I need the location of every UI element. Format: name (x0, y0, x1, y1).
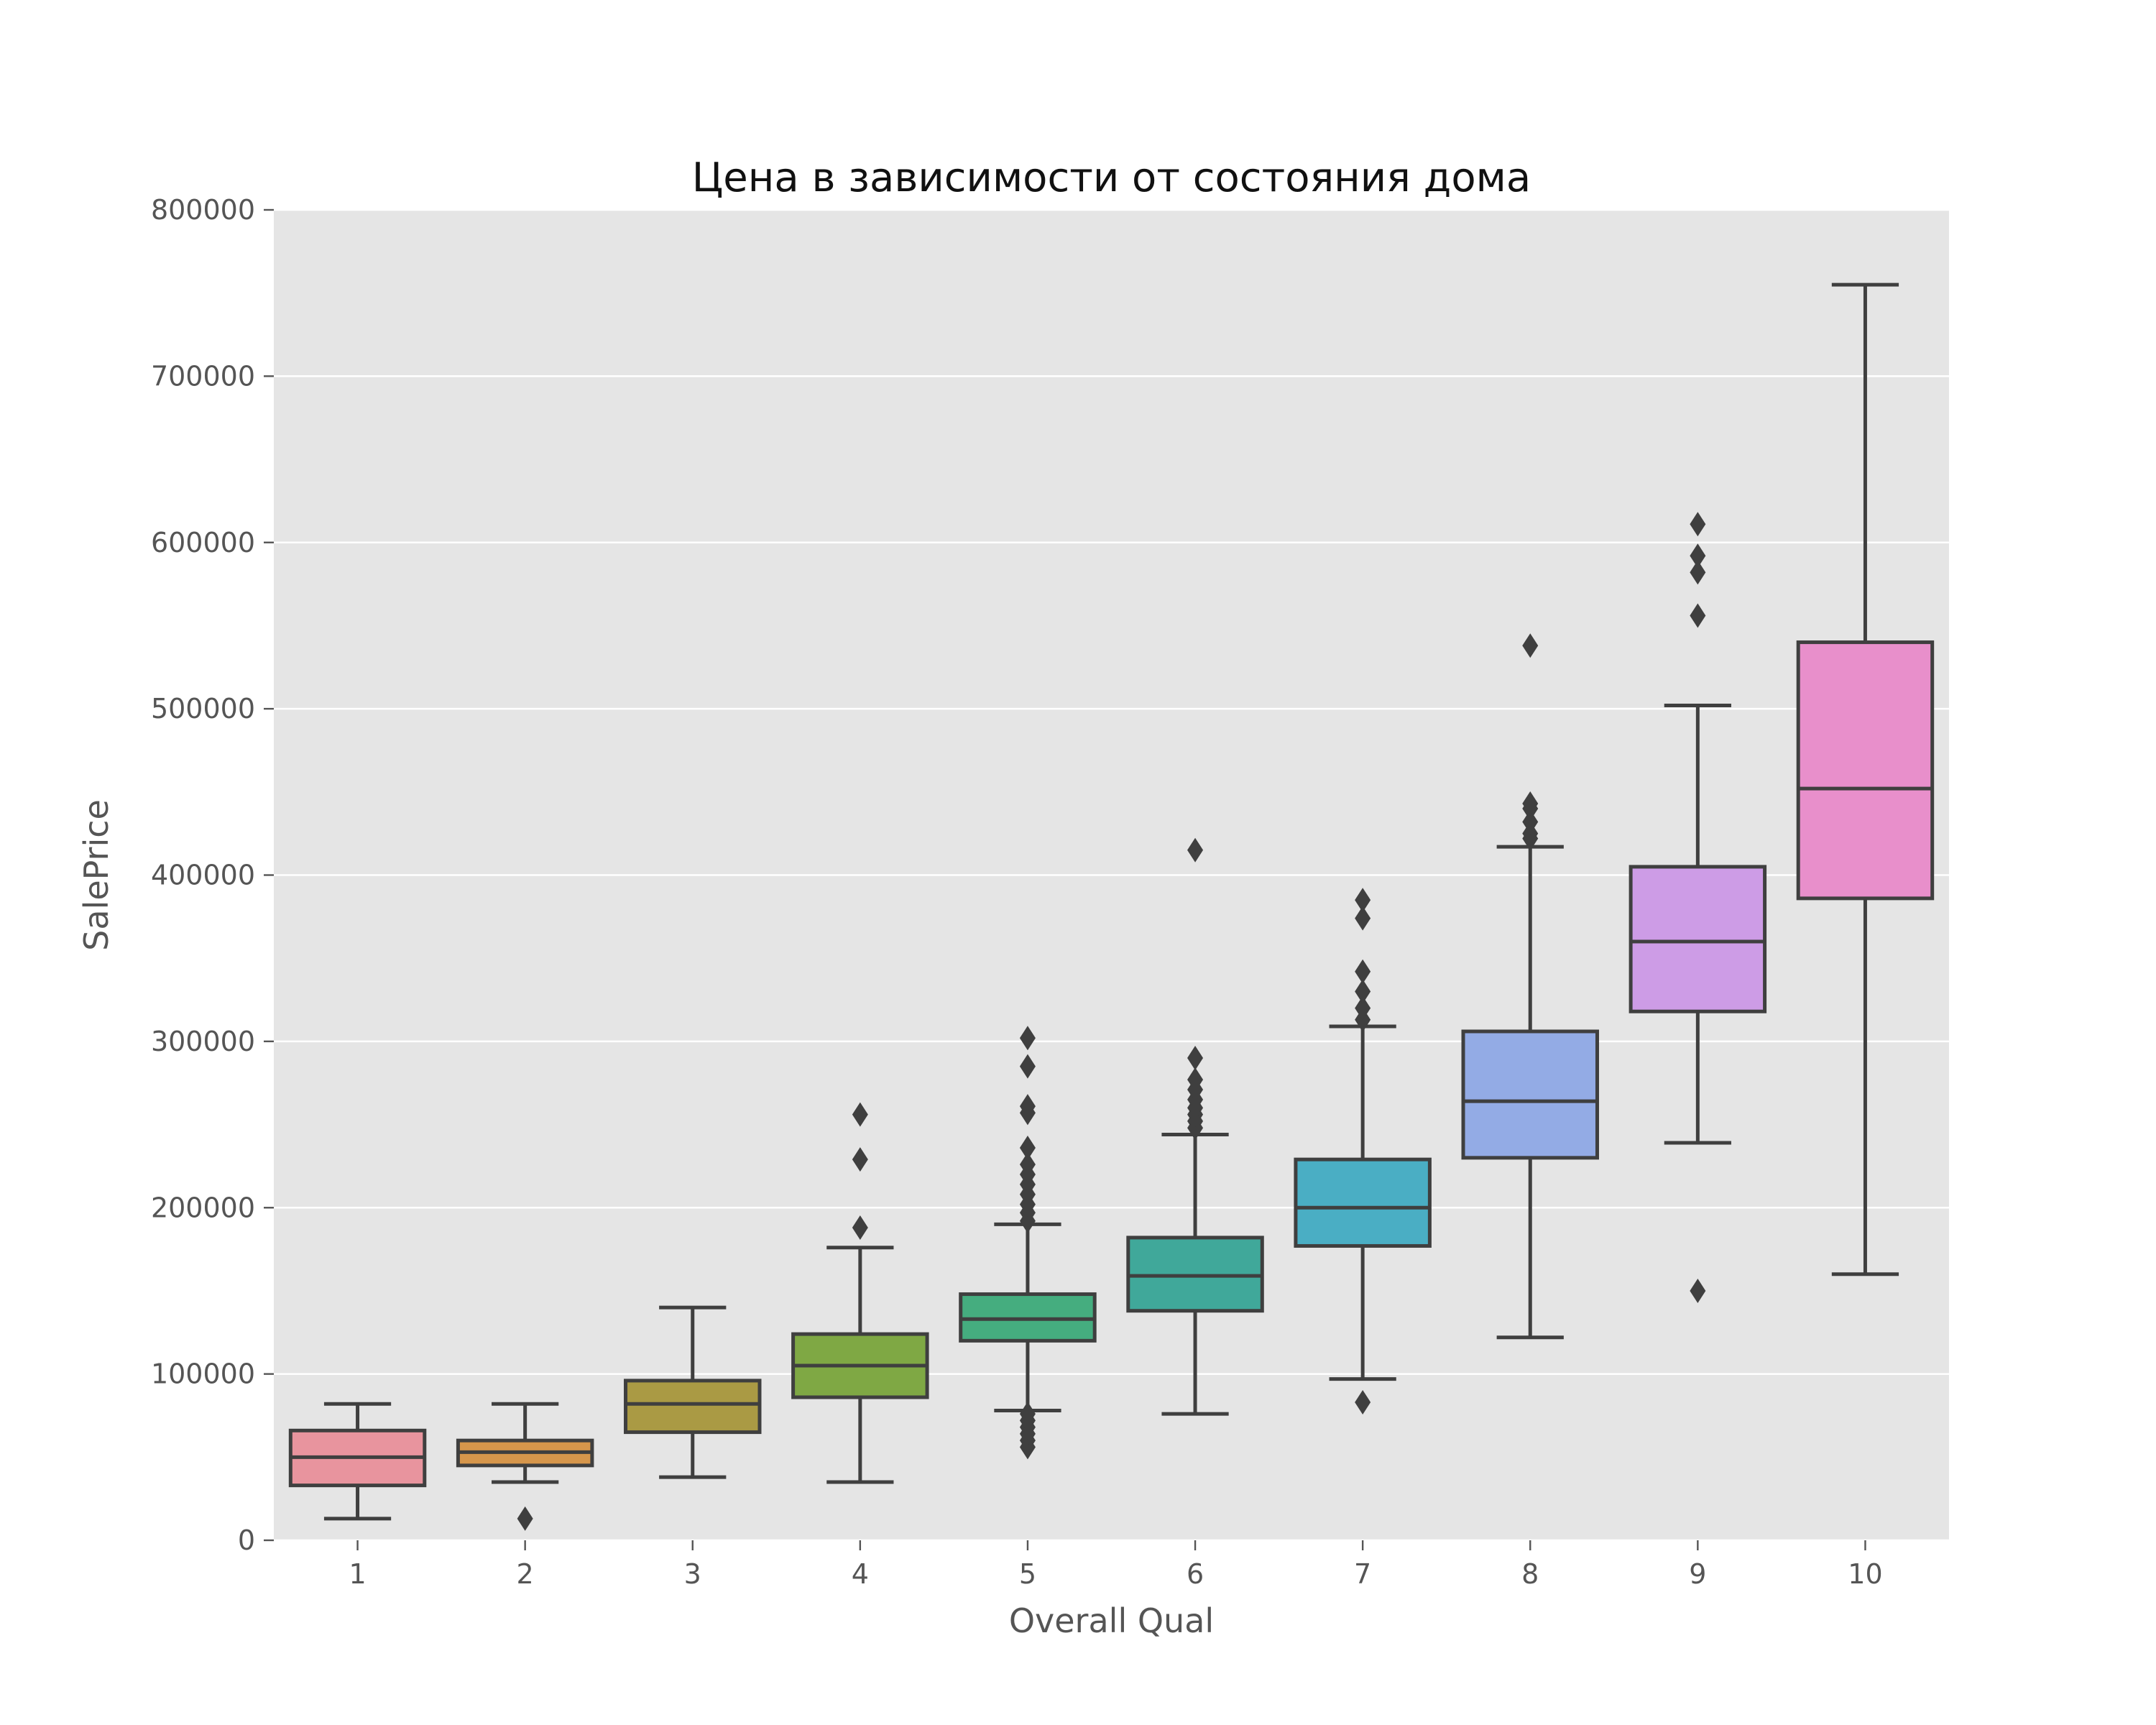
y-tick-label: 0 (238, 1524, 255, 1556)
box-group-4 (791, 1102, 929, 1484)
box-group-2 (456, 1402, 594, 1531)
x-axis-title: Overall Qual (1009, 1601, 1214, 1640)
grid-lines (274, 208, 1949, 1542)
outlier-point (1690, 512, 1706, 537)
box-group-9 (1628, 512, 1767, 1303)
box-group-6 (1126, 837, 1264, 1416)
outlier-point (1355, 959, 1371, 984)
y-tick-label: 600000 (151, 527, 255, 558)
outlier-point (1187, 1046, 1204, 1071)
outlier-point (1019, 1054, 1036, 1079)
y-tick-label: 500000 (151, 693, 255, 724)
y-tick-label: 100000 (151, 1358, 255, 1390)
outlier-point (1690, 543, 1706, 569)
y-tick-label: 800000 (151, 194, 255, 226)
x-tick-label: 4 (852, 1558, 869, 1590)
box-iqr (1294, 1157, 1432, 1248)
outlier-point (1690, 1278, 1706, 1303)
outlier-point (1019, 1094, 1036, 1119)
outlier-point (1522, 633, 1539, 658)
x-tick-label: 1 (349, 1558, 366, 1590)
y-tick-label: 200000 (151, 1192, 255, 1223)
box-group-7 (1294, 888, 1432, 1414)
outlier-point (1522, 791, 1539, 816)
outlier-point (1355, 906, 1371, 931)
outlier-point (1187, 1067, 1204, 1092)
box-group-1 (288, 1402, 427, 1521)
outlier-point (852, 1102, 868, 1127)
outlier-point (1355, 888, 1371, 913)
x-tick-label: 7 (1354, 1558, 1371, 1590)
outlier-point (852, 1215, 868, 1241)
outlier-point (1019, 1152, 1036, 1177)
box-iqr (1796, 640, 1935, 901)
box-iqr (1628, 865, 1767, 1013)
box-group-5 (959, 1026, 1097, 1460)
boxes (288, 282, 1935, 1531)
box-group-3 (624, 1305, 762, 1479)
y-tick-label: 300000 (151, 1026, 255, 1057)
outlier-point (1355, 979, 1371, 1004)
x-tick-label: 10 (1848, 1558, 1882, 1590)
x-tick-label: 3 (684, 1558, 701, 1590)
outlier-point (1355, 995, 1371, 1021)
y-axis-title: SalePrice (77, 799, 116, 951)
x-tick-label: 8 (1521, 1558, 1539, 1590)
box-group-10 (1796, 282, 1935, 1276)
box-iqr (624, 1379, 762, 1435)
y-axis: 0 100000 200000 300000 400000 500000 600000 700… (151, 194, 274, 1556)
box-iqr (1461, 1029, 1599, 1160)
outlier-point (1355, 1389, 1371, 1414)
y-tick-label: 700000 (151, 360, 255, 392)
x-tick-label: 2 (517, 1558, 534, 1590)
outlier-point (1187, 837, 1204, 862)
outlier-point (1522, 809, 1539, 834)
outlier-point (1690, 603, 1706, 628)
x-tick-label: 6 (1187, 1558, 1204, 1590)
chart-title: Цена в зависимости от состояния дома (692, 155, 1531, 201)
outlier-point (1019, 1402, 1036, 1427)
x-axis: 1 2 3 4 5 6 7 8 9 10 (349, 1540, 1883, 1590)
outlier-point (1019, 1135, 1036, 1160)
box-group-8 (1461, 633, 1599, 1340)
y-tick-label: 400000 (151, 860, 255, 891)
outlier-point (1690, 560, 1706, 585)
x-tick-label: 9 (1689, 1558, 1706, 1590)
outlier-point (1019, 1026, 1036, 1051)
x-tick-label: 5 (1019, 1558, 1036, 1590)
outlier-point (852, 1147, 868, 1172)
outlier-point (517, 1506, 533, 1531)
